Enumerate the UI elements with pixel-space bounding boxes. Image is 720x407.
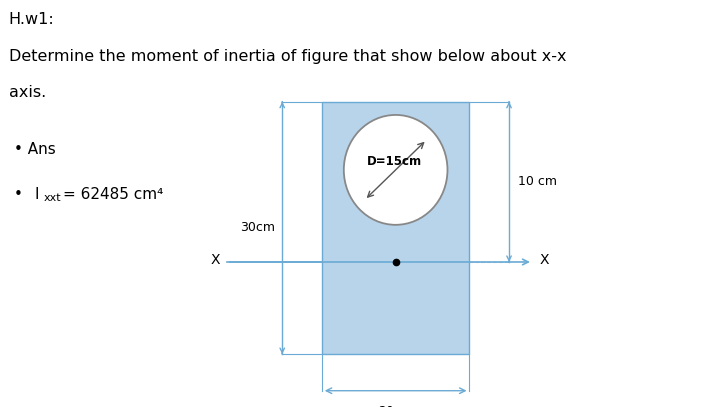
Text: X: X <box>540 253 549 267</box>
Text: D=15cm: D=15cm <box>367 155 422 168</box>
Text: • Ans: • Ans <box>14 142 56 158</box>
Text: 10 cm: 10 cm <box>518 175 557 188</box>
Text: axis.: axis. <box>9 85 46 101</box>
Text: •: • <box>14 187 28 202</box>
Text: X: X <box>210 253 220 267</box>
Text: Determine the moment of inertia of figure that show below about x-x: Determine the moment of inertia of figur… <box>9 49 566 64</box>
Text: xxt: xxt <box>43 193 60 204</box>
Text: = 62485 cm⁴: = 62485 cm⁴ <box>63 187 163 202</box>
Text: H.w1:: H.w1: <box>9 12 55 27</box>
Text: 20cm: 20cm <box>378 405 413 407</box>
Text: I: I <box>35 187 39 202</box>
Bar <box>322 102 469 354</box>
Ellipse shape <box>344 115 447 225</box>
Text: 30cm: 30cm <box>240 221 275 234</box>
